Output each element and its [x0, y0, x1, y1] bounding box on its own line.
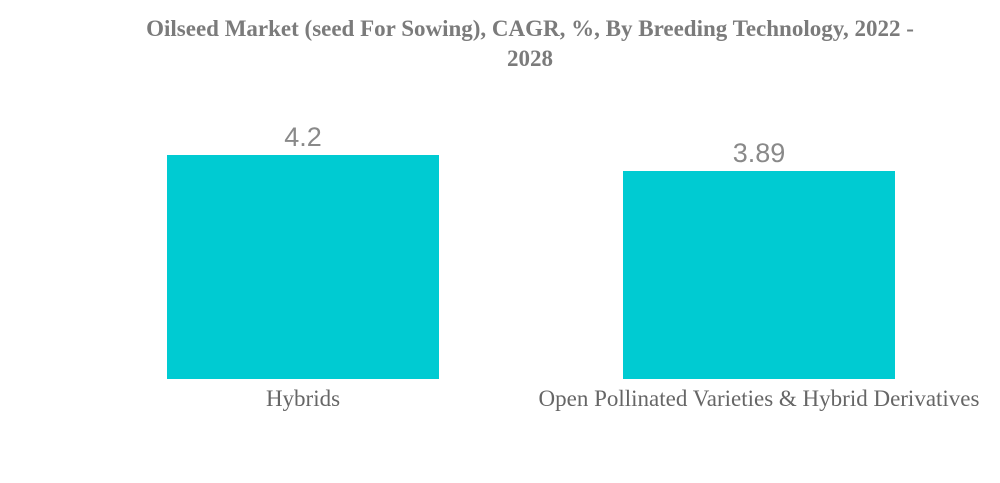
category-label-open-pollinated: Open Pollinated Varieties & Hybrid Deriv… [538, 386, 980, 411]
chart-title-line1: Oilseed Market (seed For Sowing), CAGR, … [146, 16, 914, 41]
bar-hybrids[interactable] [167, 155, 439, 379]
chart-title-line2: 2028 [507, 46, 553, 71]
bar-group-hybrids: 4.2 [167, 124, 439, 379]
chart-title: Oilseed Market (seed For Sowing), CAGR, … [90, 14, 970, 74]
value-label-hybrids: 4.2 [284, 122, 322, 152]
value-label-open-pollinated: 3.89 [732, 138, 786, 168]
bar-open-pollinated[interactable] [623, 171, 895, 379]
category-label-hybrids: Hybrids [265, 386, 341, 411]
bar-group-open-pollinated: 3.89 [623, 140, 895, 379]
plot-area: 4.2 3.89 [167, 124, 895, 379]
